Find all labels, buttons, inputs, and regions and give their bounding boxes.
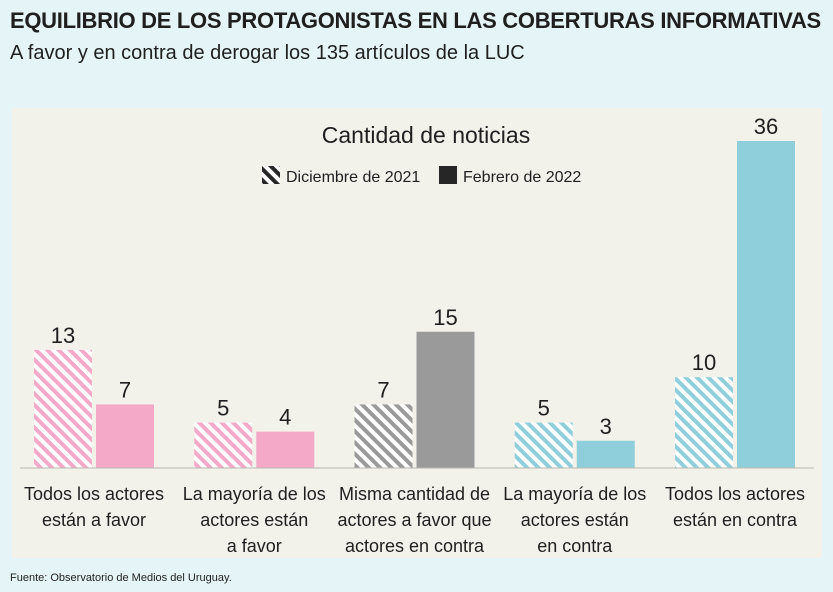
category-label: La mayoría de los [183,484,326,504]
bar-feb-2022-cat-3 [416,331,475,468]
bar-dic-2021-cat-5 [675,377,733,468]
category-label: están a favor [42,510,146,530]
category-label: actores a favor que [337,510,491,530]
bar-feb-2022-cat-1 [96,404,154,468]
value-label: 3 [600,414,612,439]
category-label: en contra [537,536,613,556]
value-label: 7 [119,377,131,402]
bar-dic-2021-cat-4 [514,422,573,468]
chart-legend: Diciembre de 2021 Febrero de 2022 [262,166,581,186]
value-label: 4 [279,405,291,430]
value-label: 36 [754,114,778,139]
value-label: 10 [692,350,716,375]
category-label: a favor [227,536,282,556]
legend-swatch-feb-2022 [439,166,457,184]
legend-label: Diciembre de 2021 [286,169,420,186]
bar-dic-2021-cat-2 [194,422,253,468]
bar-feb-2022-cat-2 [256,431,315,468]
bar-feb-2022-cat-4 [576,440,635,468]
category-label: Todos los actores [24,484,164,504]
bar-dic-2021-cat-3 [354,404,413,468]
value-label: 5 [217,396,229,421]
value-label: 5 [538,396,550,421]
source-note: Fuente: Observatorio de Medios del Urugu… [10,572,232,584]
bar-dic-2021-cat-1 [34,349,92,468]
legend-label: Febrero de 2022 [463,169,581,186]
value-label: 7 [377,377,389,402]
legend-swatch-dic-2021 [262,166,280,184]
chart-value-labels: 13 7 5 4 7 15 5 3 10 36 [51,114,778,439]
category-label: Todos los actores [665,484,805,504]
category-label: actores en contra [345,536,485,556]
bar-feb-2022-cat-5 [737,141,795,468]
page-title: EQUILIBRIO DE LOS PROTAGONISTAS EN LAS C… [10,8,821,33]
chart-title: Cantidad de noticias [322,122,530,148]
page-subtitle: A favor y en contra de derogar los 135 a… [10,42,525,64]
chart-category-labels: Todos los actores están a favor La mayoría… [24,484,805,556]
category-label: están en contra [673,510,798,530]
value-label: 15 [433,305,457,330]
value-label: 13 [51,323,75,348]
chart-bars [34,141,795,468]
category-label: Misma cantidad de [339,484,490,504]
category-label: actores están [521,510,629,530]
category-label: actores están [200,510,308,530]
category-label: La mayoría de los [503,484,646,504]
